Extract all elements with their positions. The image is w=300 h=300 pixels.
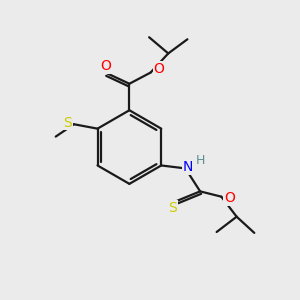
Text: O: O xyxy=(100,59,111,73)
Text: H: H xyxy=(196,154,206,167)
Text: S: S xyxy=(63,116,72,130)
Text: O: O xyxy=(153,62,164,76)
Text: O: O xyxy=(224,191,235,205)
Text: S: S xyxy=(168,201,177,215)
Text: N: N xyxy=(183,160,193,174)
